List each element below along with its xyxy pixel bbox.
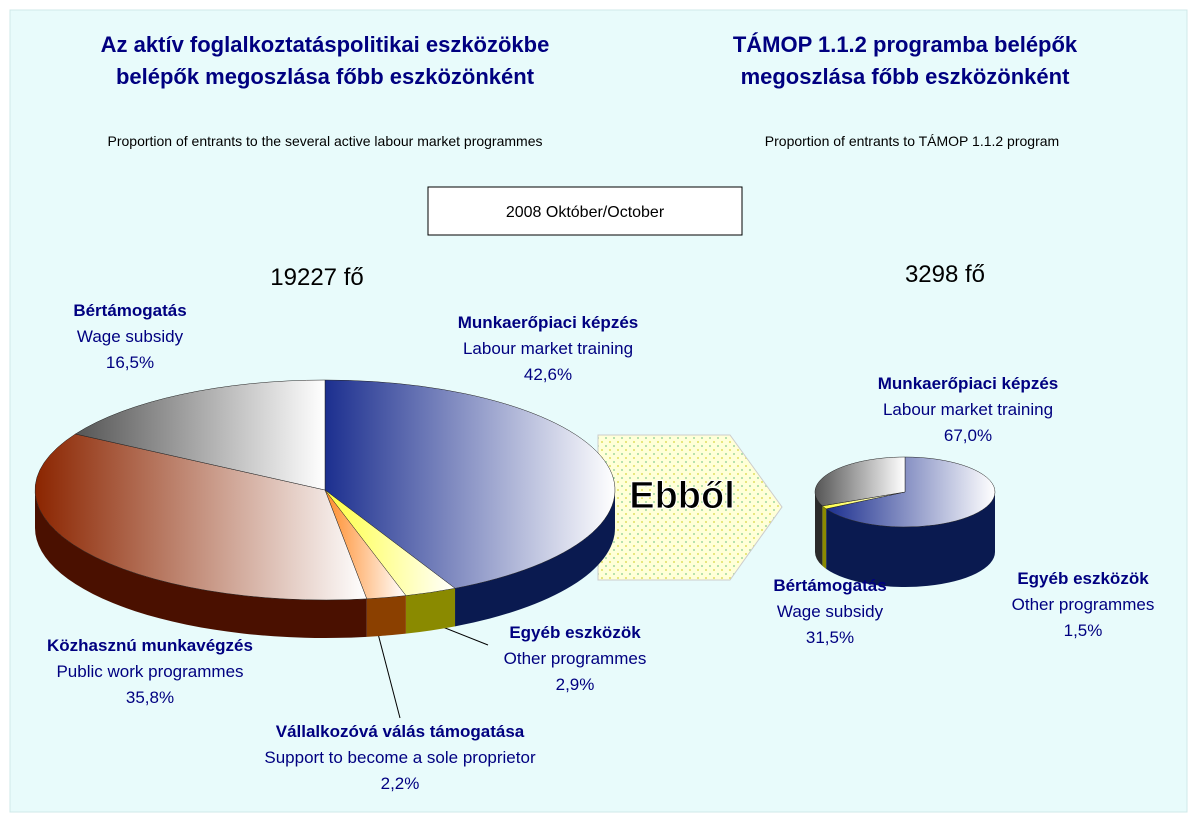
slice-side [822, 505, 827, 569]
leader-line [375, 625, 401, 719]
total: 19227 fő [270, 264, 363, 291]
slice-label: Munkaerőpiaci képzés [878, 374, 1058, 393]
slice-side [405, 588, 456, 634]
slice [324, 379, 616, 589]
slice-label: Munkaerőpiaci képzés [458, 313, 638, 332]
subtitle: Proportion of entrants to the several ac… [108, 133, 543, 149]
slice-label-en: Public work programmes [56, 662, 243, 681]
slice-label-en: Labour market training [463, 339, 633, 358]
slice-side [455, 490, 615, 627]
slice-side [815, 492, 823, 566]
date-label: 2008 Október/October [506, 204, 665, 221]
slice-sides [35, 490, 615, 638]
slice-side [826, 492, 995, 588]
title-line: megoszlása főbb eszközönként [741, 64, 1071, 89]
title-line: TÁMOP 1.1.2 programba belépők [733, 32, 1078, 57]
slice-tops [34, 379, 616, 601]
slice-label-en: Wage subsidy [777, 602, 884, 621]
slice-label-en: Wage subsidy [77, 327, 184, 346]
slice-sides [815, 492, 995, 588]
slice [34, 433, 368, 601]
title-line: Az aktív foglalkoztatáspolitikai eszközö… [101, 32, 550, 57]
slice-label-en: Labour market training [883, 400, 1053, 419]
slice-side [35, 490, 367, 638]
slice-label: Bértámogatás [73, 301, 186, 320]
value-label: 35,8% [126, 688, 174, 707]
slice-label: Egyéb eszközök [509, 623, 641, 642]
value-label: 42,6% [524, 365, 572, 384]
slice-label: Egyéb eszközök [1017, 569, 1149, 588]
slice [74, 379, 326, 491]
slice [825, 456, 996, 528]
slice-label: Közhasznú munkavégzés [47, 636, 253, 655]
value-label: 1,5% [1064, 621, 1103, 640]
title-line: belépők megoszlása főbb eszközönként [116, 64, 535, 89]
value-label: 2,9% [556, 675, 595, 694]
slice-tops [814, 456, 996, 528]
value-label: 67,0% [944, 426, 992, 445]
slice-label-en: Other programmes [1012, 595, 1155, 614]
slice-label: Vállalkozóvá válás támogatása [276, 722, 525, 741]
date-box [427, 186, 743, 236]
slice-side [366, 595, 406, 637]
slice-label-en: Other programmes [504, 649, 647, 668]
slice [814, 456, 906, 507]
value-label: 2,2% [381, 774, 420, 793]
value-label: 31,5% [806, 628, 854, 647]
value-label: 16,5% [106, 353, 154, 372]
arrow-label: Ebből [629, 475, 735, 517]
slice-label-en: Support to become a sole proprietor [264, 748, 536, 767]
total: 3298 fő [905, 261, 985, 288]
subtitle: Proportion of entrants to TÁMOP 1.1.2 pr… [765, 133, 1059, 149]
slice-label: Bértámogatás [773, 576, 886, 595]
